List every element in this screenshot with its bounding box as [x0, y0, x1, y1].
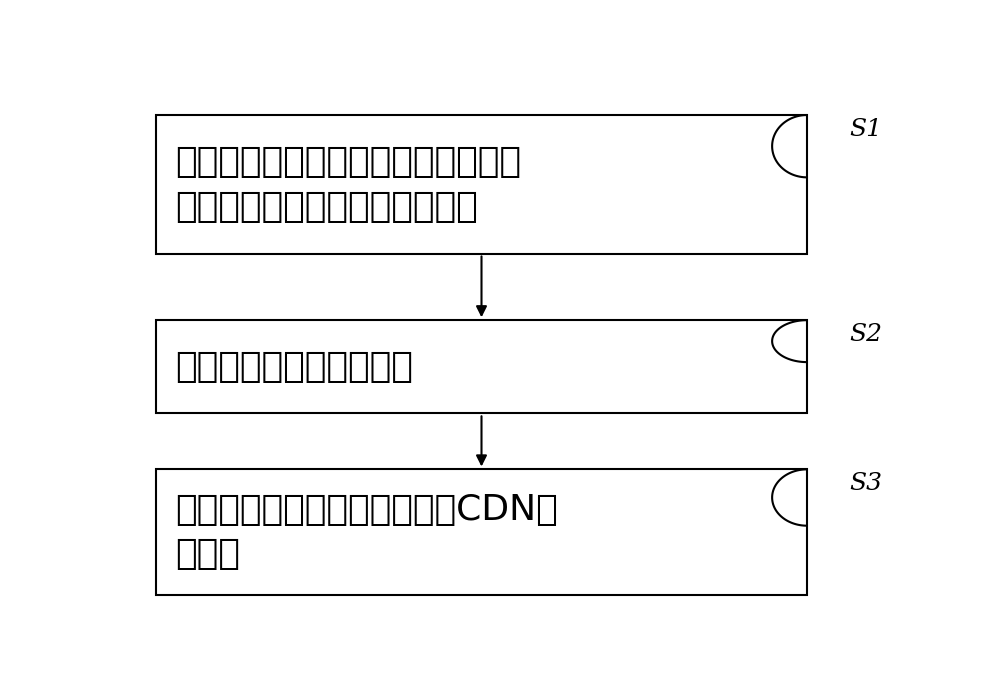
Bar — [156, 115, 807, 253]
Bar — [156, 320, 807, 413]
Text: S3: S3 — [850, 472, 883, 495]
Text: 对用户的错峰度进行匹配: 对用户的错峰度进行匹配 — [175, 349, 413, 384]
Text: 计算每个用户在统计天数内各时段的
带宽峰值均值的集中度与错峰度: 计算每个用户在统计天数内各时段的 带宽峰值均值的集中度与错峰度 — [175, 145, 521, 224]
Text: 对匹配成功的用户分配相同的CDN带
宽节点: 对匹配成功的用户分配相同的CDN带 宽节点 — [175, 493, 558, 572]
Bar — [156, 469, 807, 594]
Text: S1: S1 — [850, 118, 883, 140]
Text: S2: S2 — [850, 323, 883, 346]
